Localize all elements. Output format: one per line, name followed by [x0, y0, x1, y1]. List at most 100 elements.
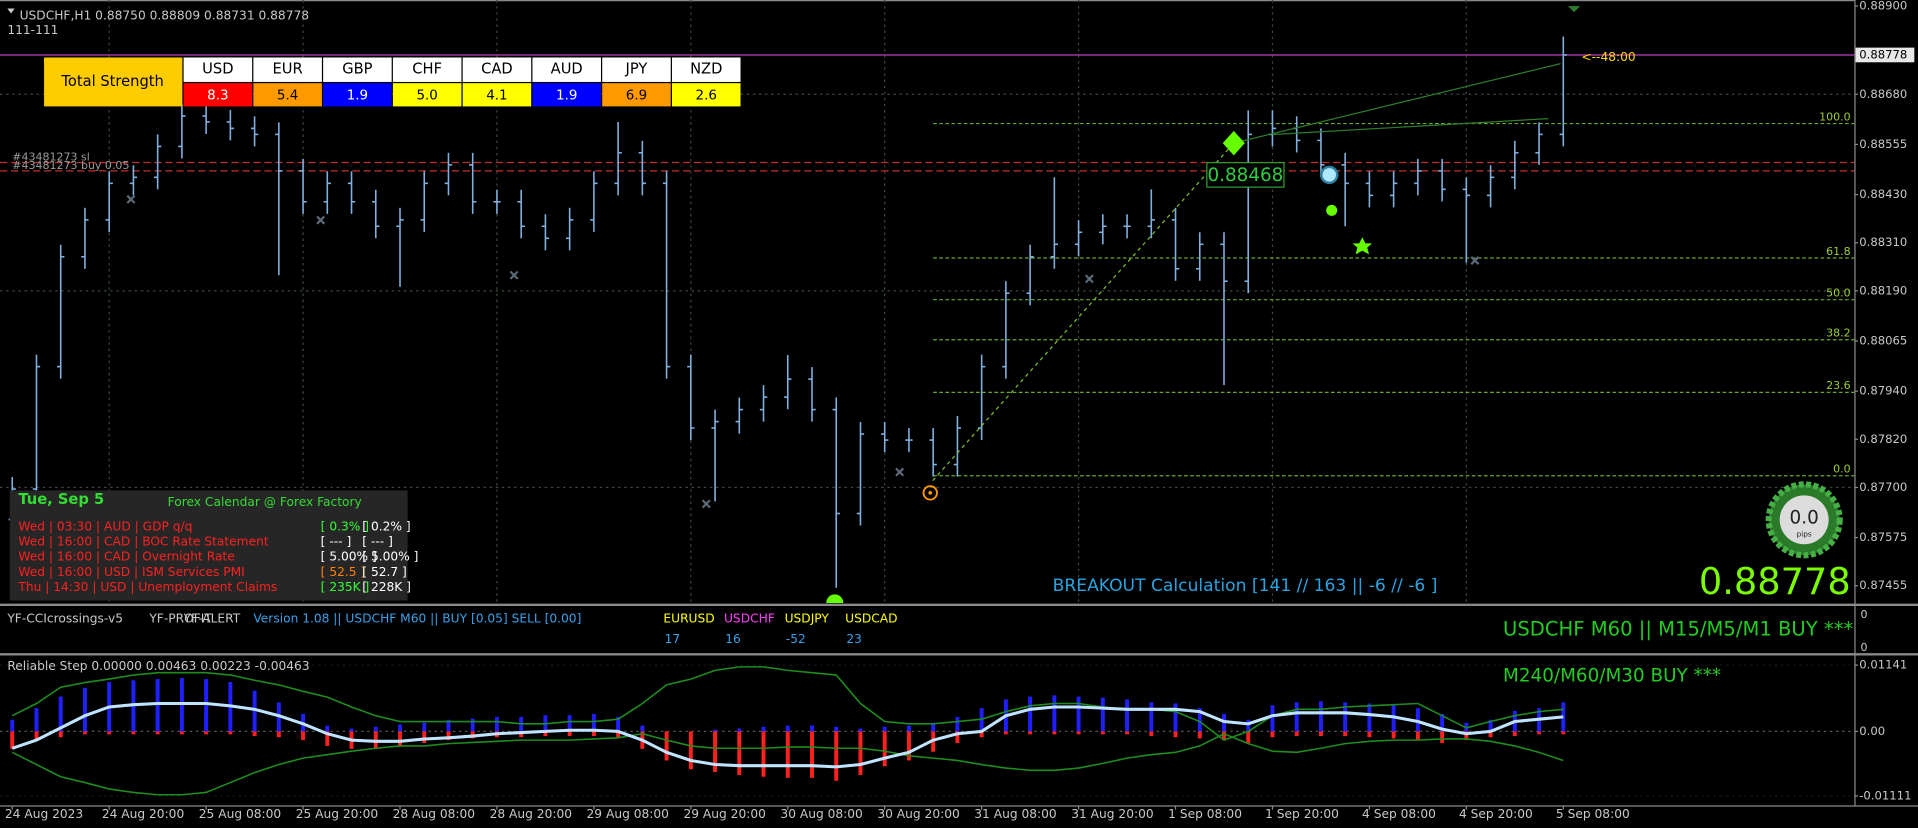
histogram-bar [1100, 697, 1105, 732]
histogram-bar [10, 719, 15, 732]
histogram-bar [761, 726, 766, 732]
histogram-bar [1149, 731, 1154, 737]
strength-cell [392, 83, 462, 107]
y-tick-label: 0.88555 [1859, 137, 1907, 151]
histogram-bar [1537, 731, 1542, 735]
histogram-bar [1270, 731, 1275, 738]
price-label-box [1855, 47, 1915, 63]
currency-cell [392, 57, 462, 82]
histogram-bar [10, 731, 15, 749]
histogram-bar [1294, 731, 1299, 737]
currency-cell [183, 57, 253, 82]
histogram-bar [785, 731, 790, 778]
strength-cell [671, 83, 741, 107]
calendar-forecast: [ --- ] [362, 535, 393, 549]
circle-marker [922, 485, 938, 501]
trend-line [1233, 63, 1561, 144]
x-marker [126, 194, 136, 204]
level-label: 0.88468 [1207, 165, 1283, 186]
histogram-bar [398, 724, 402, 732]
currency-name: USD [202, 61, 233, 78]
histogram-bar [446, 731, 451, 741]
order-label: #43481273 sl [12, 151, 90, 164]
strength-cell [532, 83, 601, 107]
histogram-bar [591, 713, 596, 732]
y-tick-label: 0.88190 [1859, 283, 1907, 297]
histogram-bar [713, 729, 718, 732]
strength-cell [323, 83, 392, 107]
histogram-bar [1318, 701, 1323, 732]
calendar-event: Wed | 16:00 | CAD | BOC Rate Statement [18, 535, 269, 549]
strength-cell [602, 83, 671, 107]
pips-unit: pips [1797, 529, 1812, 538]
y-tick-label: 0.88680 [1859, 87, 1907, 101]
histogram-bar [858, 728, 863, 732]
histogram-bar [1488, 731, 1493, 738]
histogram-bar [1318, 731, 1323, 737]
x-tick-label: 29 Aug 20:00 [683, 807, 765, 821]
histogram-bar [1076, 731, 1081, 735]
strength-title-cell [44, 57, 183, 107]
histogram-bar [276, 731, 281, 738]
histogram-bar [931, 722, 936, 732]
histogram-bar [82, 687, 87, 732]
strength-table: Total Strength USD 8.3 EUR 5.4 GBP 1.9 CHF 5.0 CA… [44, 57, 741, 107]
x-tick-label: 4 Sep 20:00 [1459, 807, 1533, 821]
calendar-box [9, 490, 408, 601]
histogram-bar [858, 731, 863, 776]
histogram-bar [1294, 702, 1299, 732]
calendar-forecast: [ 0.2% ] [362, 520, 410, 534]
histogram-bar [252, 731, 257, 737]
x-tick-label: 25 Aug 08:00 [199, 807, 281, 821]
histogram-bar [955, 716, 960, 732]
calendar-actual: [ --- ] [321, 535, 352, 549]
currency-name: CAD [481, 61, 513, 78]
strength-value: 4.1 [486, 88, 507, 103]
x-marker [1470, 256, 1480, 265]
histogram-bar [422, 722, 427, 732]
calendar-actual: [ 5.00% ] [321, 550, 377, 564]
half-dot-marker [826, 594, 844, 603]
histogram-bar [906, 731, 911, 761]
last-price: 0.88778 [1699, 560, 1851, 603]
indicator-name: YF-CCIcrossings-v5 [6, 611, 123, 625]
x-tick-label: 1 Sep 08:00 [1168, 807, 1242, 821]
pips-value: 0.0 [1790, 508, 1819, 529]
histogram-bar [58, 696, 63, 732]
pair-name: EURUSD [663, 611, 714, 625]
x-marker [701, 499, 711, 509]
trend-line [932, 142, 1235, 482]
currency-cell [671, 57, 741, 82]
currency-cell [532, 57, 601, 82]
forex-calendar: Tue, Sep 5 Forex Calendar @ Forex Factory… [9, 490, 418, 601]
step-line [11, 732, 1564, 796]
currency-name: JPY [625, 61, 648, 78]
currency-name: CHF [412, 61, 442, 78]
pair-value: 17 [665, 632, 681, 646]
histogram-bar [543, 731, 548, 737]
timer: <--48:00 [1581, 50, 1635, 64]
price-label: 0.88778 [1859, 47, 1907, 61]
y-tick-label: 0.87455 [1859, 578, 1907, 592]
step-line [11, 666, 1564, 742]
histogram-bar [882, 731, 887, 767]
pair-name: USDCAD [845, 611, 897, 625]
symbol-line: USDCHF,H1 0.88750 0.88809 0.88731 0.8877… [20, 8, 309, 22]
histogram-bar [470, 718, 475, 732]
strength-title: Total Strength [60, 73, 163, 90]
strength-value: 5.4 [277, 88, 298, 103]
histogram-bar [1222, 731, 1226, 741]
calendar-event: Thu | 14:30 | USD | Unemployment Claims [17, 580, 277, 594]
histogram-bar [616, 716, 621, 732]
strength-value: 2.6 [696, 88, 717, 103]
histogram-bar [422, 731, 427, 744]
histogram-bar [325, 731, 330, 746]
strength-cell [253, 83, 322, 107]
x-tick-label: 31 Aug 08:00 [974, 807, 1056, 821]
strength-value: 5.0 [416, 88, 437, 103]
pair-name: USDCHF [724, 611, 775, 625]
x-tick-label: 31 Aug 20:00 [1071, 807, 1153, 821]
histogram-bar [1246, 731, 1251, 744]
y-tick-label: 0.00 [1859, 724, 1885, 738]
histogram-bar [955, 731, 960, 744]
